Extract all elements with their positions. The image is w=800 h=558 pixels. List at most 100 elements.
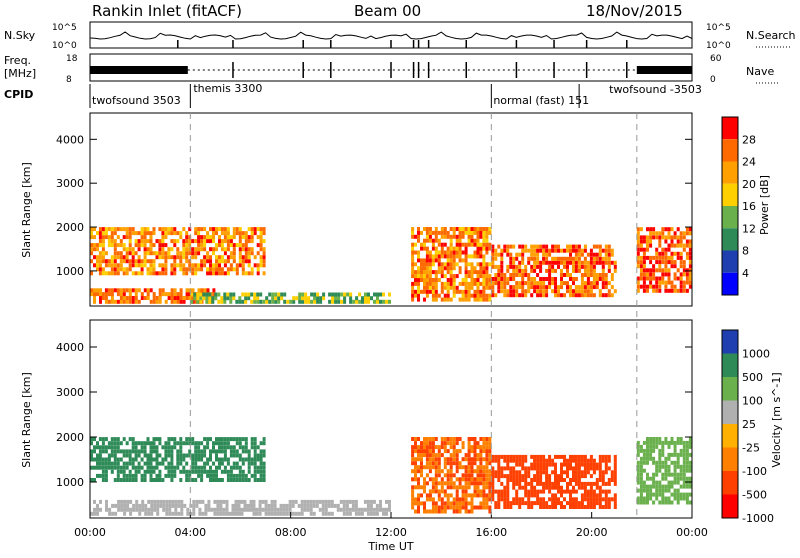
heatmap-cell xyxy=(204,511,208,516)
heatmap-cell xyxy=(461,477,465,482)
heatmap-cell xyxy=(119,465,123,470)
heatmap-cell xyxy=(639,496,643,501)
heatmap-cell xyxy=(658,284,662,289)
heatmap-cell xyxy=(423,227,426,231)
heatmap-cell xyxy=(500,493,504,498)
heatmap-cell xyxy=(554,454,557,459)
heatmap-cell xyxy=(264,503,268,508)
heatmap-cell xyxy=(226,239,230,244)
heatmap-cell xyxy=(196,299,200,304)
heatmap-cell xyxy=(592,264,596,269)
heatmap-cell xyxy=(228,511,232,516)
heatmap-cell xyxy=(200,227,204,232)
heatmap-cell xyxy=(379,292,382,297)
heatmap-cell xyxy=(167,449,171,454)
heatmap-cell xyxy=(431,281,435,286)
heatmap-cell xyxy=(250,292,254,297)
heatmap-cell xyxy=(372,511,376,516)
heatmap-cell xyxy=(361,299,364,304)
velocity-colorbar-tick: 1000 xyxy=(742,348,770,361)
heatmap-cell xyxy=(560,501,563,506)
heatmap-cell xyxy=(96,267,99,272)
heatmap-cell xyxy=(560,256,563,261)
heatmap-cell xyxy=(313,292,317,297)
heatmap-cell xyxy=(352,299,356,304)
heatmap-cell xyxy=(440,270,444,275)
heatmap-cell xyxy=(256,227,260,232)
heatmap-cell xyxy=(539,462,543,467)
heatmap-cell xyxy=(485,469,489,474)
heatmap-cell xyxy=(545,474,549,479)
heatmap-cell xyxy=(149,473,153,478)
heatmap-cell xyxy=(515,273,519,277)
heatmap-cell xyxy=(560,281,563,286)
heatmap-cell xyxy=(161,235,165,240)
heatmap-cell xyxy=(566,462,569,467)
heatmap-cell xyxy=(604,505,608,509)
heatmap-cell xyxy=(491,481,495,486)
heatmap-cell xyxy=(574,289,578,294)
heatmap-cell xyxy=(548,277,552,281)
heatmap-cell xyxy=(598,454,602,459)
heatmap-cell xyxy=(467,293,471,298)
heatmap-cell xyxy=(646,440,649,445)
heatmap-cell xyxy=(557,497,560,502)
heatmap-cell xyxy=(503,493,507,498)
heatmap-cell xyxy=(586,497,590,502)
heatmap-cell xyxy=(425,481,429,486)
heatmap-cell xyxy=(476,473,480,478)
heatmap-cell xyxy=(348,507,352,512)
heatmap-cell xyxy=(101,259,105,264)
heatmap-cell xyxy=(134,243,138,248)
heatmap-cell xyxy=(551,244,555,249)
heatmap-cell xyxy=(604,273,608,277)
heatmap-cell xyxy=(482,445,486,450)
heatmap-cell xyxy=(262,239,266,244)
heatmap-cell xyxy=(595,462,599,467)
heatmap-cell xyxy=(279,503,283,508)
heatmap-cell xyxy=(530,244,534,249)
heatmap-cell xyxy=(670,440,674,445)
heatmap-cell xyxy=(491,264,495,269)
heatmap-cell xyxy=(158,288,162,293)
heatmap-cell xyxy=(524,470,528,475)
heatmap-cell xyxy=(425,437,429,441)
heatmap-cell xyxy=(473,278,477,282)
heatmap-cell xyxy=(211,296,215,301)
heatmap-cell xyxy=(226,235,230,240)
heatmap-cell xyxy=(461,278,465,282)
heatmap-cell xyxy=(476,297,480,302)
x-tick-label: 00:00 xyxy=(676,526,708,539)
heatmap-cell xyxy=(270,507,274,512)
heatmap-cell xyxy=(238,469,242,474)
heatmap-cell xyxy=(105,503,108,508)
heatmap-cell xyxy=(209,227,212,232)
heatmap-cell xyxy=(586,470,590,475)
heatmap-cell xyxy=(551,277,555,281)
heatmap-cell xyxy=(349,292,353,297)
heatmap-cell xyxy=(146,437,150,442)
heatmap-cell xyxy=(639,284,643,289)
heatmap-cell xyxy=(128,227,132,232)
heatmap-cell xyxy=(170,457,174,462)
heatmap-cell xyxy=(673,464,677,469)
heatmap-cell xyxy=(539,268,543,273)
heatmap-cell xyxy=(455,449,459,454)
heatmap-cell xyxy=(512,485,516,490)
heatmap-cell xyxy=(348,499,352,504)
freq-tick-top: 18 xyxy=(66,54,78,64)
heatmap-cell xyxy=(173,473,177,478)
heatmap-cell xyxy=(349,296,353,301)
heatmap-cell xyxy=(449,234,453,239)
heatmap-cell xyxy=(188,239,192,244)
heatmap-cell xyxy=(479,297,483,302)
heatmap-cell xyxy=(216,507,220,512)
heatmap-cell xyxy=(470,238,474,243)
heatmap-cell xyxy=(253,231,257,236)
heatmap-cell xyxy=(551,256,555,261)
heatmap-cell xyxy=(527,277,531,281)
heatmap-cell xyxy=(423,437,426,441)
heatmap-cell xyxy=(437,473,441,478)
heatmap-cell xyxy=(104,296,108,300)
heatmap-cell xyxy=(188,235,192,240)
